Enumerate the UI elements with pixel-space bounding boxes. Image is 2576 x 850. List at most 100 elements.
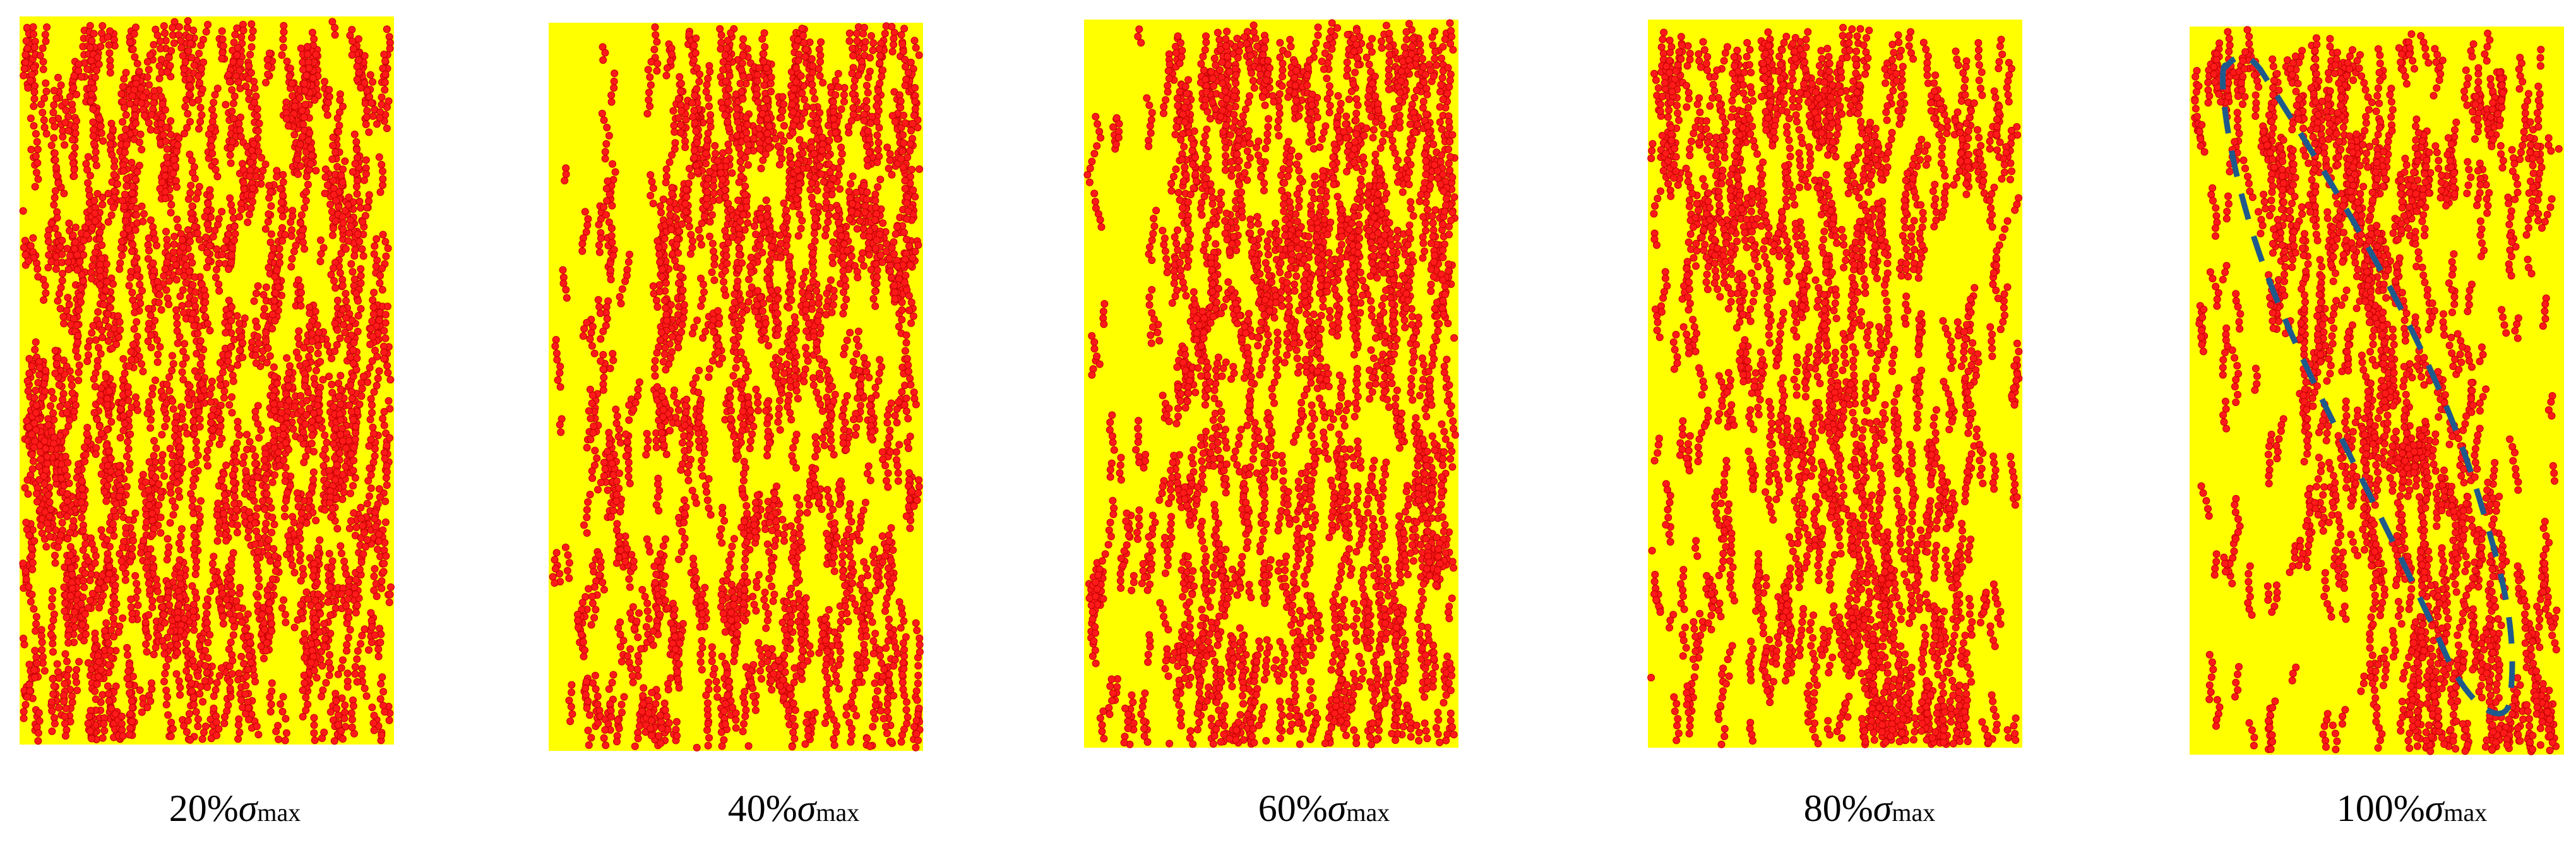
- crack-particle: [91, 644, 99, 652]
- crack-particle: [172, 313, 181, 321]
- crack-particle: [47, 630, 55, 638]
- crack-particle: [124, 225, 133, 233]
- crack-particle: [188, 650, 196, 658]
- crack-particle: [176, 683, 184, 691]
- crack-particle: [204, 462, 212, 470]
- crack-particle: [127, 233, 135, 241]
- crack-particle: [206, 419, 215, 427]
- crack-particle: [242, 82, 250, 90]
- crack-particle: [239, 353, 247, 361]
- crack-particle: [322, 679, 330, 687]
- crack-particle: [63, 512, 71, 520]
- crack-particle: [136, 130, 145, 138]
- crack-particle: [300, 113, 308, 121]
- crack-particle: [112, 600, 121, 608]
- crack-particle: [196, 117, 205, 126]
- crack-particle: [299, 238, 307, 246]
- crack-particle: [262, 78, 270, 87]
- crack-particle: [192, 445, 200, 453]
- crack-particle: [282, 390, 290, 398]
- crack-particle: [125, 465, 133, 474]
- crack-particle: [365, 442, 373, 450]
- crack-particle: [328, 577, 336, 585]
- crack-particle: [90, 30, 98, 38]
- crack-particle: [50, 101, 58, 109]
- crack-particle: [116, 550, 124, 558]
- crack-particle: [278, 237, 287, 245]
- crack-particle: [662, 179, 670, 186]
- crack-particle: [318, 662, 326, 670]
- crack-particle: [849, 692, 857, 700]
- crack-particle: [145, 611, 153, 619]
- crack-particle: [375, 530, 383, 539]
- crack-particle: [194, 402, 202, 410]
- crack-particle: [265, 536, 273, 544]
- crack-particle: [343, 647, 350, 655]
- crack-particle: [331, 31, 339, 39]
- crack-particle: [141, 625, 150, 633]
- crack-particle: [25, 681, 33, 689]
- crack-particle: [840, 98, 848, 105]
- crack-particle: [271, 567, 280, 575]
- crack-particle: [44, 460, 52, 468]
- crack-particle: [135, 68, 143, 75]
- crack-particle: [184, 110, 192, 118]
- crack-particle: [43, 23, 51, 31]
- crack-particle: [171, 425, 179, 433]
- crack-particle: [373, 592, 381, 601]
- crack-particle: [155, 290, 164, 299]
- crack-particle: [367, 325, 375, 333]
- crack-particle: [58, 277, 66, 285]
- crack-particle: [87, 268, 95, 277]
- crack-particle: [189, 496, 197, 504]
- crack-particle: [44, 491, 52, 499]
- crack-particle: [365, 191, 373, 199]
- crack-particle: [135, 162, 143, 170]
- crack-particle: [56, 304, 64, 313]
- crack-particle: [297, 44, 305, 52]
- crack-particle: [132, 80, 140, 88]
- crack-particle: [281, 736, 289, 745]
- crack-particle: [313, 621, 321, 630]
- crack-particle: [374, 545, 381, 553]
- crack-particle: [316, 357, 325, 366]
- crack-particle: [285, 397, 293, 405]
- crack-particle: [126, 459, 134, 467]
- crack-particle: [189, 613, 198, 621]
- crack-particle: [366, 71, 374, 79]
- crack-particle: [282, 618, 290, 626]
- crack-particle: [585, 741, 593, 749]
- crack-particle: [103, 278, 111, 286]
- crack-particle: [609, 160, 616, 168]
- crack-particle: [226, 685, 234, 693]
- crack-particle: [84, 659, 92, 667]
- crack-particle: [207, 384, 215, 392]
- crack-particle: [351, 160, 359, 168]
- crack-particle: [373, 352, 381, 361]
- crack-particle: [276, 184, 284, 193]
- crack-particle: [288, 254, 296, 263]
- crack-particle: [165, 373, 174, 381]
- crack-particle: [86, 577, 94, 584]
- crack-particle: [374, 374, 382, 383]
- crack-particle: [152, 575, 160, 584]
- crack-particle: [320, 620, 328, 628]
- crack-particle: [188, 679, 196, 688]
- crack-particle: [282, 497, 290, 505]
- crack-particle: [184, 47, 193, 55]
- crack-particle: [119, 97, 127, 105]
- crack-particle: [169, 23, 177, 32]
- crack-particle: [49, 648, 57, 656]
- crack-particle: [271, 317, 279, 325]
- crack-particle: [357, 272, 365, 280]
- crack-particle: [898, 388, 906, 396]
- crack-particle: [120, 104, 128, 112]
- crack-particle: [339, 219, 347, 227]
- crack-particle: [366, 464, 374, 472]
- crack-particle: [279, 44, 287, 51]
- crack-particle: [165, 301, 173, 308]
- crack-particle: [300, 80, 308, 88]
- crack-particle: [25, 583, 33, 591]
- crack-particle: [176, 556, 184, 564]
- crack-particle: [93, 189, 102, 198]
